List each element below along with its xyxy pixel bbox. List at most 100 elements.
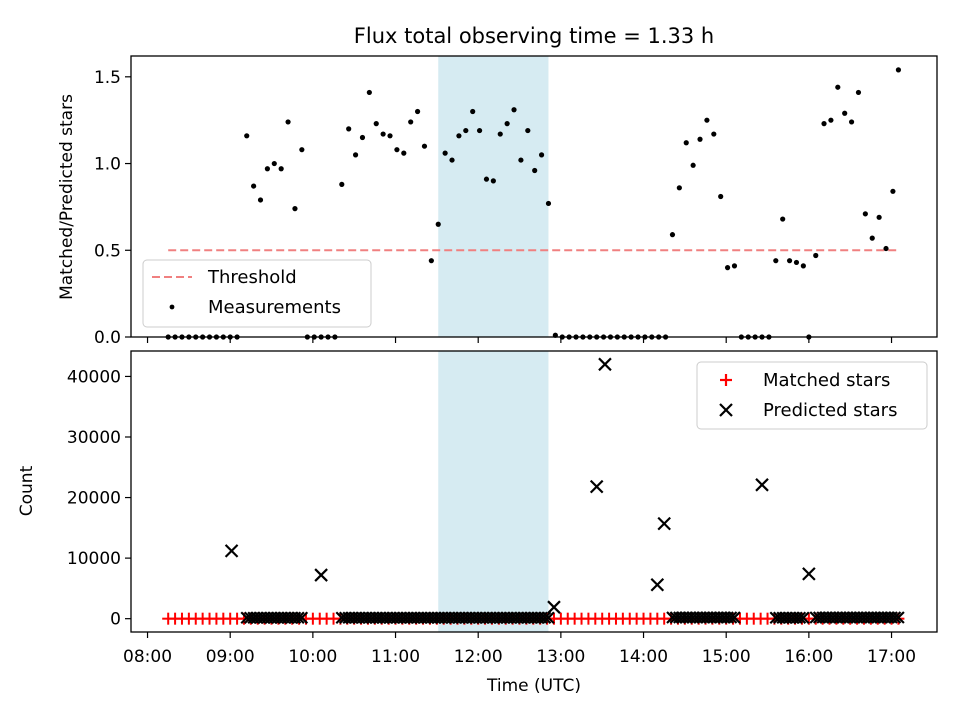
predicted-star-point (793, 611, 807, 625)
bottom-x-tick-label: 15:00 (702, 647, 751, 667)
bottom-y-tick-label: 30000 (67, 428, 121, 448)
measurement-point (470, 108, 476, 115)
predicted-star-point (892, 611, 905, 624)
top-y-axis-label: Matched/Predicted stars (57, 94, 77, 300)
bottom-y-tick-label: 40000 (67, 367, 121, 387)
measurement-point (669, 232, 676, 238)
bottom-legend: Matched stars Predicted stars (696, 361, 928, 430)
measurement-point (532, 167, 538, 174)
measurement-point (731, 263, 738, 269)
measurement-point (264, 166, 270, 172)
top-y-tick-label: 0.5 (94, 241, 121, 261)
measurement-point (525, 127, 531, 134)
top-legend: Threshold Measurements (142, 259, 372, 328)
measurement-point (518, 157, 524, 163)
bottom-x-tick-label: 08:00 (123, 647, 172, 667)
measurement-point (724, 265, 731, 271)
bottom-highlight-span (438, 351, 549, 632)
legend-predicted-label: Predicted stars (763, 400, 897, 421)
measurement-point (352, 152, 359, 158)
measurement-point (704, 117, 710, 123)
bottom-y-axis-label: Count (17, 465, 37, 516)
measurement-point (773, 258, 779, 264)
measurement-point (800, 263, 806, 269)
bottom-x-tick-label: 10:00 (288, 647, 337, 667)
measurement-point (793, 259, 800, 266)
predicted-star-point (650, 577, 665, 592)
measurement-point (271, 160, 277, 167)
measurement-point (890, 188, 896, 194)
top-panel: 0.0 0.5 1.0 1.5 Flux total observing time =… (57, 24, 938, 348)
predicted-star-point (295, 611, 309, 625)
top-axes-frame (130, 55, 938, 338)
legend-matched-swatch (720, 374, 732, 386)
bottom-panel: 0 10000 20000 30000 40000 08:00 09:00 10:00 11:… (17, 350, 938, 696)
measurement-point (813, 252, 819, 259)
measurement-point (244, 133, 250, 139)
predicted-stars-points (224, 357, 905, 625)
measurement-point (414, 108, 421, 115)
measurement-point (855, 89, 862, 96)
measurement-point (842, 110, 848, 116)
measurement-point (339, 181, 345, 187)
predicted-star-point (724, 611, 738, 624)
bottom-x-tick-label: 11:00 (371, 647, 420, 667)
measurement-point (711, 131, 717, 137)
predicted-star-point (292, 611, 305, 625)
top-y-tick-label: 1.5 (94, 68, 121, 88)
bottom-y-tick-label: 10000 (67, 549, 121, 569)
bottom-x-tick-label: 17:00 (867, 647, 916, 667)
measurement-point (876, 214, 882, 220)
measurement-point (676, 185, 682, 191)
measurement-point (780, 216, 786, 222)
measurement-point (476, 127, 483, 134)
measurement-point (292, 206, 298, 212)
legend-measurements-label: Measurements (208, 297, 341, 318)
bottom-axes-frame (130, 350, 938, 633)
measurement-point (821, 121, 827, 127)
predicted-star-point (598, 357, 612, 372)
measurement-point (251, 183, 257, 189)
measurement-point (394, 147, 400, 153)
bottom-x-ticks: 08:00 09:00 10:00 11:00 12:00 13:00 14:00 15:00… (123, 632, 916, 667)
measurement-point (449, 157, 455, 163)
predicted-star-point (547, 600, 561, 614)
measurement-point (380, 131, 386, 137)
measurement-point (895, 67, 902, 73)
legend-matched-label: Matched stars (763, 370, 890, 391)
top-highlight-span (438, 56, 549, 337)
measurement-point (257, 197, 264, 203)
bottom-x-tick-label: 16:00 (784, 647, 833, 667)
bottom-x-tick-label: 09:00 (206, 647, 255, 667)
predicted-star-point (728, 611, 741, 624)
measurement-point (456, 133, 462, 139)
bottom-x-axis-label: Time (UTC) (486, 676, 581, 696)
measurement-point (359, 134, 366, 141)
measurement-point (442, 150, 448, 156)
predicted-star-point (542, 611, 555, 625)
legend-predicted-swatch (719, 403, 733, 417)
top-y-tick-label: 1.0 (94, 155, 121, 175)
measurement-point (786, 258, 793, 264)
predicted-star-point (755, 478, 769, 492)
measurement-point (538, 152, 545, 158)
measurement-point (718, 193, 724, 200)
top-y-tick-label: 0.0 (94, 328, 121, 348)
measurement-point (463, 127, 469, 134)
bottom-x-tick-label: 13:00 (536, 647, 585, 667)
predicted-star-point (802, 567, 816, 581)
measurement-point (690, 162, 696, 168)
top-y-ticks: 0.0 0.5 1.0 1.5 (94, 68, 131, 348)
predicted-star-point (538, 611, 552, 625)
top-legend-box (142, 259, 372, 328)
bottom-y-tick-label: 20000 (67, 489, 121, 509)
measurement-point (278, 166, 284, 172)
bottom-x-tick-label: 14:00 (619, 647, 668, 667)
measurement-point (683, 140, 689, 146)
measurement-point (490, 178, 496, 184)
measurement-point (387, 133, 393, 139)
measurement-point (848, 119, 855, 125)
bottom-legend-box (696, 361, 928, 430)
bottom-x-tick-label: 12:00 (454, 647, 503, 667)
